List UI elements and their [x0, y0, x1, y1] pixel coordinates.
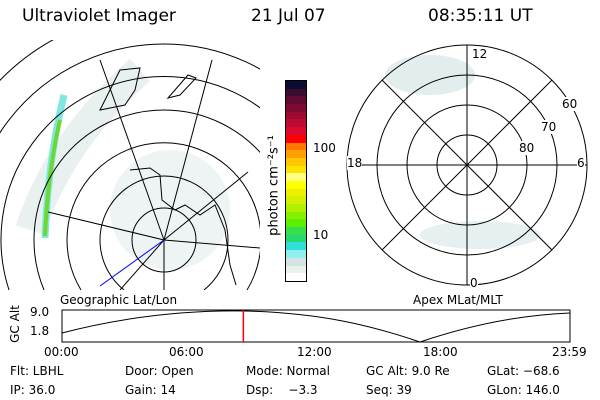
- colorbar-swatch: [286, 196, 306, 204]
- meridian-line: [163, 171, 249, 241]
- coastline-antarctica: [129, 167, 237, 286]
- status-door: Door: Open: [125, 364, 194, 378]
- colorbar-swatch: [286, 142, 306, 151]
- colorbar-swatch: [286, 173, 306, 181]
- colorbar-swatch: [286, 250, 306, 258]
- colorbar-swatch: [286, 134, 306, 143]
- left-map-label: Geographic Lat/Lon: [60, 293, 178, 307]
- instrument-title: Ultraviolet Imager: [22, 6, 176, 26]
- colorbar-swatch: [286, 88, 306, 97]
- colorbar-swatch: [286, 227, 306, 235]
- plot-frame: [61, 309, 571, 343]
- colorbar-tick-10: 10: [313, 228, 329, 242]
- time-label: 08:35:11 UT: [428, 6, 533, 26]
- lat-label-60: 60: [562, 97, 578, 111]
- xtick-1200: 12:00: [297, 345, 332, 359]
- xtick-0600: 06:00: [169, 345, 204, 359]
- emission-patch: [420, 221, 540, 249]
- mlt-label-6: 6: [577, 156, 585, 170]
- altitude-curve: [61, 310, 571, 343]
- latitude-ring: [0, 76, 260, 290]
- meridian-line: [99, 59, 165, 241]
- ytick-1-8: 1.8: [30, 324, 50, 338]
- colorbar-swatch: [286, 150, 306, 158]
- status-gain: Gain: 14: [125, 383, 176, 397]
- status-glat: GLat: −68.6: [487, 364, 560, 378]
- status-ip: IP: 36.0: [10, 383, 56, 397]
- colorbar-swatch: [286, 127, 306, 135]
- coastline-australia: [99, 67, 141, 111]
- colorbar-swatch: [286, 81, 306, 89]
- lat-label-80: 80: [519, 141, 535, 155]
- colorbar-tick-100: 100: [313, 141, 336, 155]
- xtick-2359: 23:59: [552, 345, 587, 359]
- colorbar-swatch: [286, 257, 306, 266]
- xtick-0000: 00:00: [44, 345, 79, 359]
- colorbar-swatch: [286, 111, 306, 120]
- colorbar-swatch: [286, 96, 306, 105]
- lat-label-70: 70: [541, 120, 557, 134]
- meridian-line: [163, 59, 213, 241]
- colorbar: [285, 80, 307, 282]
- coastline-new-zealand: [166, 74, 197, 99]
- colorbar-swatch: [286, 265, 306, 274]
- colorbar-swatch: [286, 165, 306, 174]
- emission-patch: [385, 55, 475, 95]
- meridian-line: [47, 211, 165, 241]
- mlt-label-18: 18: [347, 156, 363, 170]
- colorbar-swatch: [286, 242, 306, 251]
- mlt-label-12: 12: [472, 47, 488, 61]
- colorbar-swatch: [286, 211, 306, 220]
- latitude-ring: [66, 142, 260, 290]
- meridian-line: [119, 239, 165, 290]
- auroral-arc-core: [43, 119, 62, 237]
- ytick-9: 9.0: [30, 305, 50, 319]
- mlt-line: [381, 79, 553, 251]
- colorbar-swatch: [286, 104, 306, 112]
- colorbar-swatch: [286, 219, 306, 228]
- status-dsp: Dsp: −3.3: [246, 383, 318, 397]
- colorbar-swatch: [286, 119, 306, 128]
- colorbar-swatch: [286, 188, 306, 197]
- status-seq: Seq: 39: [366, 383, 412, 397]
- colorbar-swatch: [286, 273, 306, 281]
- mlt-label-0: 0: [470, 276, 478, 290]
- latitude-ring: [33, 109, 260, 290]
- status-gc-alt: GC Alt: 9.0 Re: [366, 364, 450, 378]
- sun-direction-line: [99, 239, 165, 287]
- status-filter: Flt: LBHL: [10, 364, 64, 378]
- latitude-ring: [0, 43, 260, 134]
- xtick-1800: 18:00: [423, 345, 458, 359]
- date-label: 21 Jul 07: [251, 6, 326, 26]
- meridian-line: [163, 239, 260, 249]
- status-mode: Mode: Normal: [246, 364, 330, 378]
- status-glon: GLon: 146.0: [487, 383, 560, 397]
- colorbar-swatch: [286, 234, 306, 243]
- colorbar-swatch: [286, 157, 306, 166]
- colorbar-swatch: [286, 180, 306, 189]
- time-plot-ylabel: GC Alt: [7, 305, 22, 343]
- colorbar-swatch: [286, 204, 306, 212]
- diffuse-emission: [110, 150, 230, 270]
- right-plot-label: Apex MLat/MLT: [413, 293, 503, 307]
